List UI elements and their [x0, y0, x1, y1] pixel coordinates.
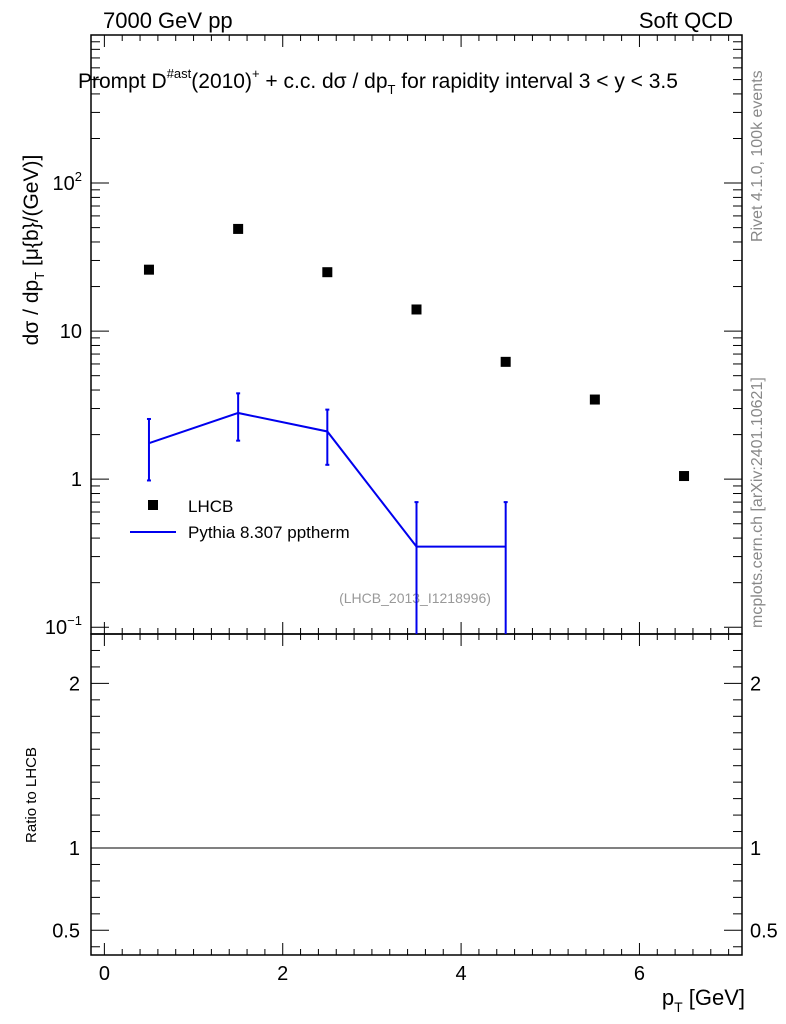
legend-pythia-label: Pythia 8.307 pptherm [188, 523, 350, 542]
lhcb-data-point [679, 471, 690, 482]
x-tick-label: 0 [99, 963, 110, 985]
upper-y-tick-label: 10 [60, 321, 82, 343]
analysis-label: (LHCB_2013_I1218996) [339, 590, 491, 606]
lower-y-tick-label: 0.5 [52, 920, 80, 942]
legend-lhcb-marker [148, 500, 158, 510]
lower-y-axis-label: Ratio to LHCB [23, 747, 40, 843]
legend-lhcb-label: LHCB [188, 497, 233, 516]
x-tick-label: 4 [456, 963, 467, 985]
plot-title: Prompt D#ast(2010)+ + c.c. dσ / dpT for … [78, 66, 678, 97]
upper-y-tick-label: 1 [71, 469, 82, 491]
x-tick-label: 6 [634, 963, 645, 985]
rivet-version-label: Rivet 4.1.0, 100k events [749, 70, 766, 242]
lhcb-series [143, 223, 690, 482]
x-tick-label: 2 [277, 963, 288, 985]
pythia-line [148, 411, 506, 548]
upper-y-tick-label: 102 [53, 169, 82, 195]
lhcb-data-point [322, 267, 333, 278]
lower-y-tick-label-right: 2 [750, 673, 761, 695]
lhcb-data-point [143, 264, 154, 275]
lower-y-tick-label-right: 1 [750, 838, 761, 860]
header-energy-label: 7000 GeV pp [103, 8, 233, 33]
pythia-series [146, 392, 508, 634]
lhcb-data-point [411, 304, 422, 315]
x-axis-label: pT [GeV] [662, 985, 745, 1015]
lhcb-data-point [233, 223, 244, 234]
lower-y-tick-label-right: 0.5 [750, 920, 778, 942]
upper-y-tick-label: 10−1 [45, 613, 82, 639]
upper-y-axis-label: dσ / dpT [μ{b}/(GeV)] [20, 155, 47, 346]
mcplots-label: mcplots.cern.ch [arXiv:2401.10621] [749, 377, 766, 628]
header-category-label: Soft QCD [639, 8, 733, 33]
lhcb-data-point [500, 356, 511, 367]
lower-panel-frame [90, 633, 743, 956]
lower-y-tick-label: 2 [69, 673, 80, 695]
axis-ticks: 0 2 4 6 10−1 1 10 102 0.5 0.5 1 1 2 2 [45, 34, 778, 985]
lower-y-tick-label: 1 [69, 838, 80, 860]
lhcb-data-point [589, 394, 600, 405]
